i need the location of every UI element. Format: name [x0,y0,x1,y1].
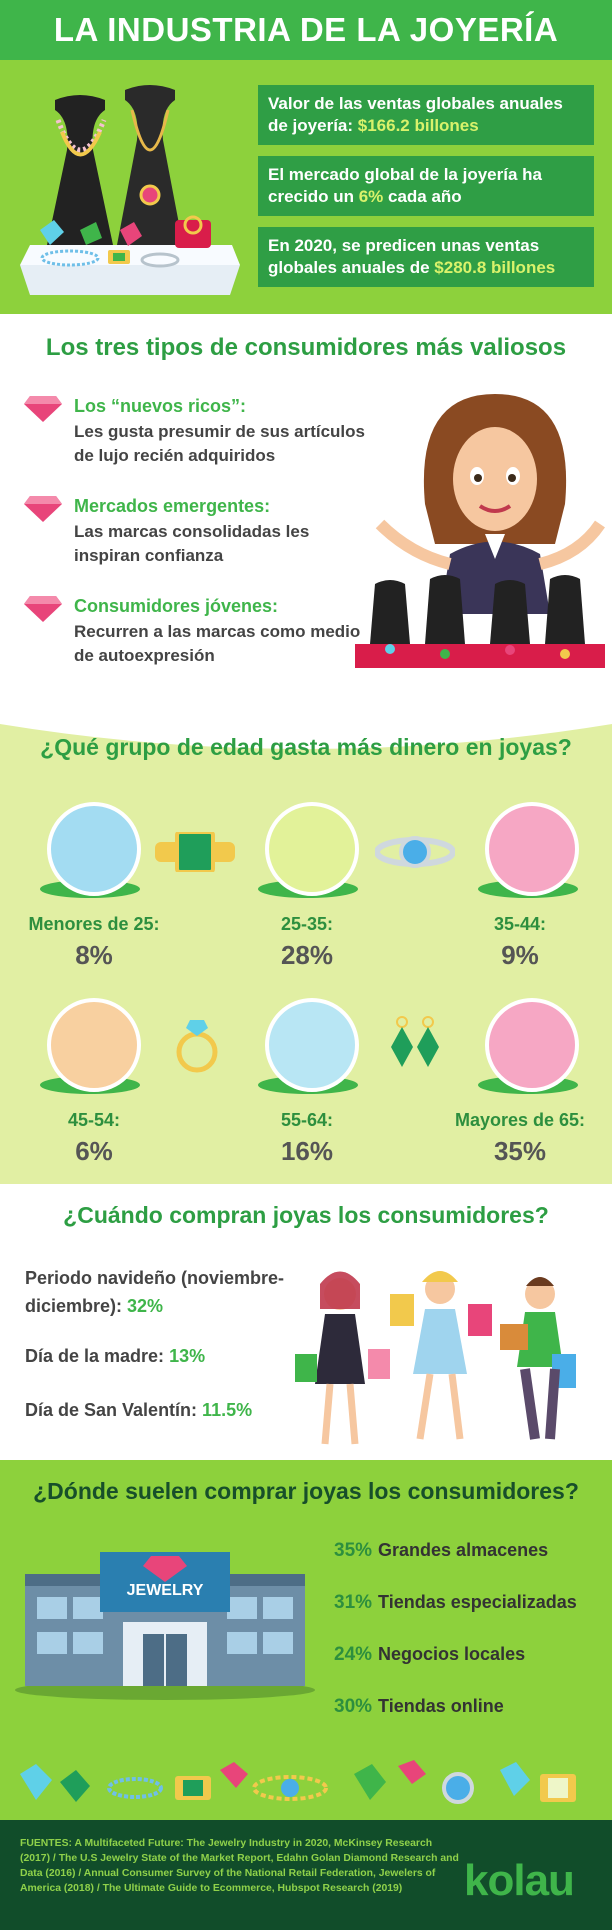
avatar-45-54 [47,998,141,1092]
age-value-25-35: 28% [280,940,334,970]
stats-section: Valor de las ventas globales anuales de … [0,60,612,314]
kolau-logo: kolau [464,1856,575,1905]
avatar-over-65 [485,998,579,1092]
jewelry-display-illustration [20,85,240,295]
avatar-25-35 [265,802,359,896]
consumer-type-title: Mercados emergentes: [74,496,271,516]
emerald-ring-icon [155,832,235,872]
age-groups-title: ¿Qué grupo de edad gasta más dinero en j… [40,734,572,760]
avatar-55-64 [265,998,359,1092]
jewelry-store-illustration [15,1552,315,1700]
timing-item-christmas: Periodo navideño (noviembre-diciembre): … [25,1268,285,1316]
pink-gem-icon [24,396,62,422]
age-label-25-35: 25-35: [280,914,334,934]
shoppers-illustration [295,1271,576,1445]
age-label-over-65: Mayores de 65: [454,1110,586,1130]
consumer-type-desc: Les gusta presumir de sus artículos de l… [74,422,365,465]
stat-growth: El mercado global de la joyería ha creci… [258,156,594,216]
consumer-type-title: Consumidores jóvenes: [74,596,279,616]
consumer-type-title: Los “nuevos ricos”: [74,396,247,416]
purchase-location-title: ¿Dónde suelen comprar joyas los consumid… [33,1478,579,1504]
age-value-55-64: 16% [280,1136,334,1166]
location-item-specialty-stores: 31% Tiendas especializadas [334,1592,577,1613]
jewelry-border-decoration [20,1760,576,1804]
page-title: LA INDUSTRIA DE LA JOYERÍA [53,11,559,48]
consumer-type-desc: Recurren a las marcas como medio de auto… [74,622,361,665]
consumer-types-section: Los tres tipos de consumidores más valio… [0,314,612,714]
emerald-earrings-icon [391,1016,439,1067]
footer: FUENTES: A Multifaceted Future: The Jewe… [0,1820,612,1930]
age-value-over-65: 35% [493,1136,547,1166]
consumer-type-desc: Las marcas consolidadas les inspiran con… [74,522,310,565]
location-item-department-stores: 35% Grandes almacenes [334,1540,549,1561]
age-value-45-54: 6% [75,1136,113,1166]
stat-sales-value: Valor de las ventas globales anuales de … [258,85,594,145]
sources-text: FUENTES: A Multifaceted Future: The Jewe… [20,1838,459,1894]
gold-ring-icon [176,1020,218,1073]
wave-divider [0,714,612,749]
age-value-under-25: 8% [75,940,113,970]
timing-item-mothers-day: Día de la madre: 13% [25,1346,206,1366]
location-item-online-stores: 30% Tiendas online [334,1696,504,1717]
age-label-45-54: 45-54: [67,1110,121,1130]
age-label-35-44: 35-44: [493,914,547,934]
avatar-35-44 [485,802,579,896]
purchase-location-section: ¿Dónde suelen comprar joyas los consumid… [0,1460,612,1820]
age-label-under-25: Menores de 25: [28,914,160,934]
age-groups-section: ¿Qué grupo de edad gasta más dinero en j… [0,714,612,1184]
saleswoman-illustration [355,394,605,668]
pink-gem-icon [24,596,62,622]
location-item-local-businesses: 24% Negocios locales [334,1644,526,1665]
purchase-timing-title: ¿Cuándo compran joyas los consumidores? [63,1202,549,1228]
consumer-types-title: Los tres tipos de consumidores más valio… [45,334,567,361]
age-value-35-44: 9% [501,940,539,970]
timing-item-valentines: Día de San Valentín: 11.5% [25,1400,253,1420]
store-sign-text: JEWELRY [126,1582,204,1599]
header-banner: LA INDUSTRIA DE LA JOYERÍA [0,0,612,60]
age-label-55-64: 55-64: [280,1110,334,1130]
sapphire-ring-icon [375,836,455,868]
stat-prediction-2020: En 2020, se predicen unas ventas globale… [258,227,594,287]
avatar-under-25 [47,802,141,896]
purchase-timing-section: ¿Cuándo compran joyas los consumidores? … [0,1184,612,1460]
pink-gem-icon [24,496,62,522]
